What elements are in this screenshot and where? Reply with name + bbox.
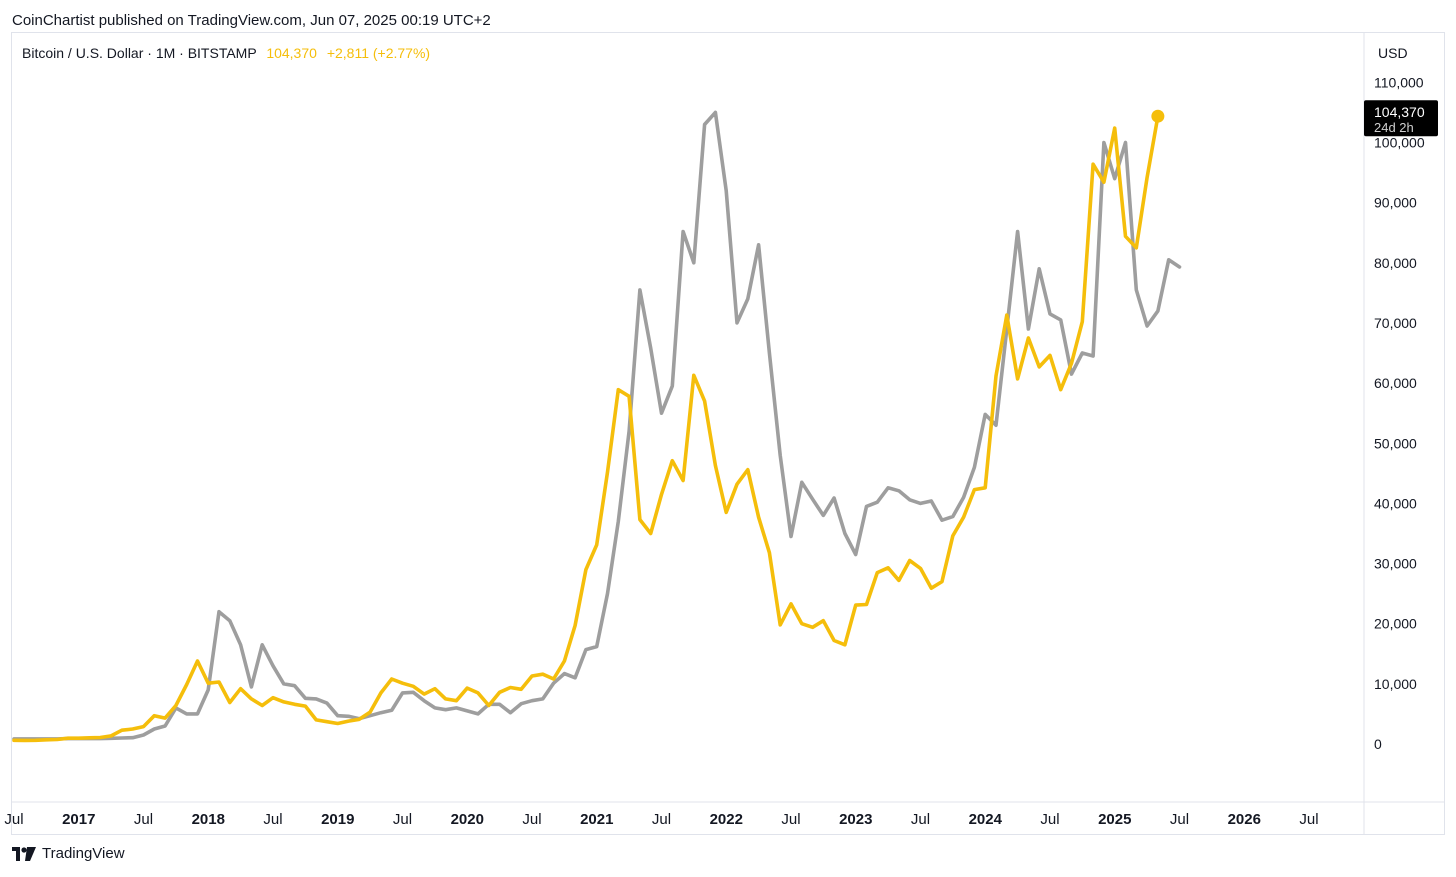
chart-frame: [11, 32, 1445, 835]
y-tick-label: 90,000: [1374, 195, 1417, 211]
brand-name: TradingView: [42, 845, 125, 862]
last-price-value: 104,370: [1374, 104, 1425, 120]
symbol-legend[interactable]: Bitcoin / U.S. Dollar · 1M · BITSTAMP 10…: [22, 45, 430, 61]
y-tick-label: 20,000: [1374, 616, 1417, 632]
btc-usd-series-line[interactable]: [12, 114, 1160, 743]
x-tick-label: 2019: [321, 811, 354, 828]
x-tick-label: Jul: [781, 811, 800, 828]
y-tick-label: 60,000: [1374, 375, 1417, 391]
published-caption: CoinChartist published on TradingView.co…: [12, 12, 491, 29]
currency-label[interactable]: USD: [1378, 45, 1408, 61]
tradingview-icon: [12, 846, 36, 861]
last-price-label-bg: [1364, 100, 1438, 137]
y-tick-label: 0: [1374, 736, 1382, 752]
x-tick-label: 2025: [1098, 811, 1131, 828]
y-tick-label: 80,000: [1374, 255, 1417, 271]
y-tick-label: 50,000: [1374, 435, 1417, 451]
symbol-title: Bitcoin / U.S. Dollar · 1M · BITSTAMP: [22, 45, 257, 61]
y-tick-label: 30,000: [1374, 556, 1417, 572]
x-tick-label: Jul: [522, 811, 541, 828]
y-tick-label: 110,000: [1374, 74, 1424, 90]
y-tick-label: 100,000: [1374, 135, 1425, 151]
axis-lines: [12, 33, 1444, 834]
x-tick-label: Jul: [1299, 811, 1318, 828]
y-tick-label: 70,000: [1374, 315, 1417, 331]
x-tick-label: Jul: [4, 811, 23, 828]
x-tick-label: Jul: [652, 811, 671, 828]
x-tick-label: 2026: [1228, 811, 1261, 828]
x-tick-label: Jul: [134, 811, 153, 828]
y-tick-label: 10,000: [1374, 676, 1417, 692]
x-tick-label: Jul: [1040, 811, 1059, 828]
last-price-dot: [1151, 109, 1165, 123]
x-tick-label: Jul: [1170, 811, 1189, 828]
series-layer: [12, 110, 1182, 743]
x-tick-label: 2020: [451, 811, 484, 828]
x-tick-label: 2017: [62, 811, 95, 828]
x-tick-label: 2018: [192, 811, 225, 828]
x-tick-label: 2023: [839, 811, 872, 828]
legend-change: +2,811 (+2.77%): [326, 45, 431, 61]
x-tick-label: 2021: [580, 811, 613, 828]
legend-price: 104,370: [266, 45, 317, 61]
y-tick-label: 40,000: [1374, 495, 1417, 511]
comparison-series-line[interactable]: [12, 110, 1182, 741]
x-tick-label: Jul: [263, 811, 282, 828]
x-tick-label: Jul: [393, 811, 412, 828]
price-scale[interactable]: 0 10,000 20,000 30,000 40,000 50,000 60,000 70,…: [1374, 74, 1425, 752]
tradingview-logo: TradingView: [12, 845, 125, 862]
x-tick-label: 2022: [710, 811, 743, 828]
x-tick-label: 2024: [969, 811, 1003, 828]
x-tick-label: Jul: [911, 811, 930, 828]
time-scale[interactable]: Jul 2017 Jul 2018 Jul 2019 Jul 2020 Jul 2021 Jul 20…: [4, 811, 1318, 828]
bar-countdown: 24d 2h: [1374, 120, 1414, 135]
